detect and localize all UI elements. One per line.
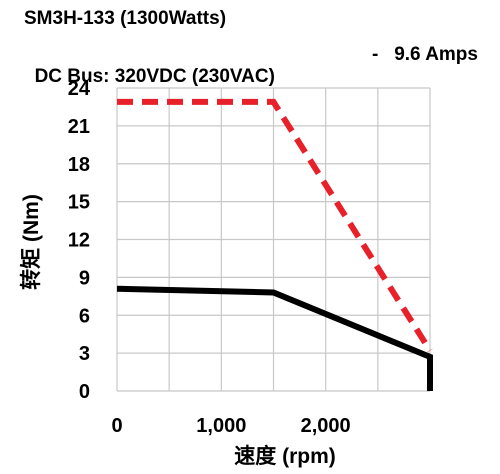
- continuous-torque-line: [116, 285, 433, 391]
- y-tick-label: 15: [68, 192, 90, 214]
- x-axis-label: 速度 (rpm): [234, 444, 336, 468]
- x-tick-label: 1,000: [196, 415, 246, 437]
- y-tick-label: 9: [79, 267, 90, 289]
- y-tick-label: 0: [79, 381, 90, 403]
- amps-label: - 9.6 Amps: [372, 44, 478, 65]
- dc-bus-label: DC Bus: 320VDC (230VAC): [34, 66, 275, 87]
- tick-labels: 0 3 6 9 12 15 18 21 24 0 1,000 2,000: [68, 78, 351, 437]
- x-tick-label: 0: [111, 415, 122, 437]
- y-tick-label: 21: [68, 116, 90, 138]
- peak-torque-line: [117, 98, 433, 353]
- chart-subtitle: DC Bus: 320VDC (230VAC) - 9.6 Amps: [24, 44, 490, 110]
- y-tick-label: 18: [68, 154, 90, 176]
- y-axis-label: 转矩 (Nm): [19, 194, 43, 290]
- data-series: [116, 98, 433, 391]
- y-tick-label: 6: [79, 305, 90, 327]
- chart-title: SM3H-133 (1300Watts): [24, 8, 227, 29]
- y-tick-label: 3: [79, 343, 90, 365]
- x-tick-label: 2,000: [301, 415, 351, 437]
- y-tick-label: 12: [68, 230, 90, 252]
- grid-lines: [116, 87, 431, 392]
- y-tick-label: 24: [68, 78, 91, 100]
